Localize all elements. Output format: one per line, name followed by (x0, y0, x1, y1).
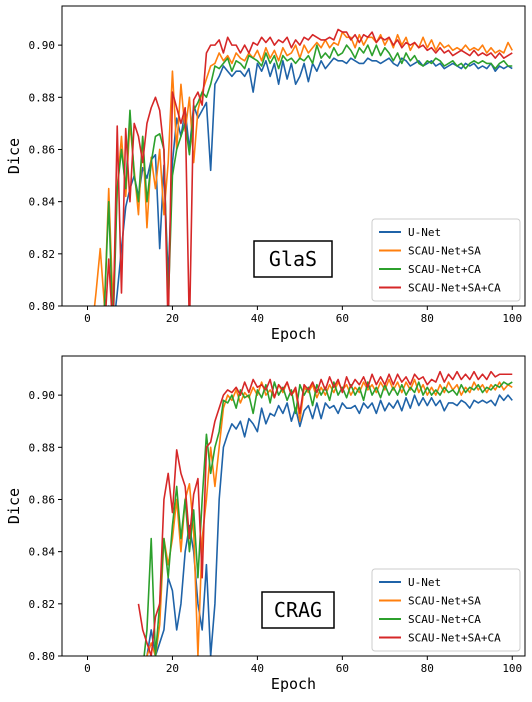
y-tick-label: 0.90 (29, 389, 56, 402)
x-tick-label: 100 (502, 662, 522, 675)
y-tick-label: 0.88 (29, 441, 56, 454)
glas-chart-panel: 0 20 40 60 80 100 0.80 0.82 0.84 0.86 0.88 0.90 Epoc… (5, 5, 526, 343)
x-tick-label: 0 (84, 662, 91, 675)
dataset-label-box (261, 591, 335, 629)
legend-entry-label: SCAU-Net+SA (408, 595, 481, 608)
y-tick-label: 0.80 (29, 300, 56, 313)
x-tick-label: 80 (421, 662, 434, 675)
x-tick-label: 20 (166, 312, 179, 325)
y-tick-label: 0.84 (29, 546, 56, 559)
plot-frame (61, 5, 526, 307)
series-line-scau-net-sa (93, 31, 513, 306)
dataset-label: CRAG (274, 598, 322, 622)
legend: U-Net SCAU-Net+SA SCAU-Net+CA SCAU-Net+SA+C… (371, 568, 521, 652)
legend-entry-label: SCAU-Net+CA (408, 263, 481, 276)
legend-entry-label: SCAU-Net+CA (408, 613, 481, 626)
x-tick-label: 20 (166, 662, 179, 675)
legend: U-Net SCAU-Net+SA SCAU-Net+CA SCAU-Net+SA+C… (371, 218, 521, 302)
x-tick-label: 40 (251, 662, 264, 675)
dataset-label-box (253, 240, 333, 278)
y-tick-label: 0.84 (29, 196, 56, 209)
series-group (137, 370, 513, 656)
series-line-scau-net-sa-ca (105, 28, 513, 306)
x-tick-label: 0 (84, 312, 91, 325)
legend-box (371, 568, 521, 652)
x-tick-label: 100 (502, 312, 522, 325)
x-tick-label: 40 (251, 312, 264, 325)
x-tick-label: 80 (421, 312, 434, 325)
y-tick-label: 0.82 (29, 598, 56, 611)
legend-entry-label: U-Net (408, 576, 441, 589)
x-axis-label: Epoch (271, 675, 316, 693)
series-line-scau-net-ca (143, 381, 513, 656)
series-group (93, 28, 513, 306)
y-axis-label: Dice (5, 138, 23, 174)
y-tick-label: 0.90 (29, 39, 56, 52)
legend-entry-label: SCAU-Net+SA+CA (408, 282, 501, 295)
series-line-u-net (107, 57, 513, 306)
series-line-scau-net-ca (103, 44, 513, 306)
y-tick-label: 0.88 (29, 91, 56, 104)
y-axis-label: Dice (5, 488, 23, 524)
series-line-scau-net-sa-ca (137, 370, 513, 656)
plot-frame (61, 355, 526, 657)
series-line-scau-net-sa (146, 378, 513, 656)
x-tick-label: 60 (336, 662, 349, 675)
legend-entry-label: U-Net (408, 226, 441, 239)
y-tick-label: 0.86 (29, 143, 56, 156)
crag-chart-panel: 0 20 40 60 80 100 0.80 0.82 0.84 0.86 0.88 0.90 Epoc… (5, 355, 526, 693)
y-tick-label: 0.86 (29, 493, 56, 506)
x-tick-label: 60 (336, 312, 349, 325)
legend-entry-label: SCAU-Net+SA+CA (408, 632, 501, 645)
dataset-label: GlaS (269, 247, 317, 271)
legend-entry-label: SCAU-Net+SA (408, 245, 481, 258)
y-tick-label: 0.80 (29, 650, 56, 663)
x-axis-label: Epoch (271, 325, 316, 343)
series-line-u-net (146, 394, 513, 656)
y-tick-label: 0.82 (29, 248, 56, 261)
legend-box (371, 218, 521, 302)
